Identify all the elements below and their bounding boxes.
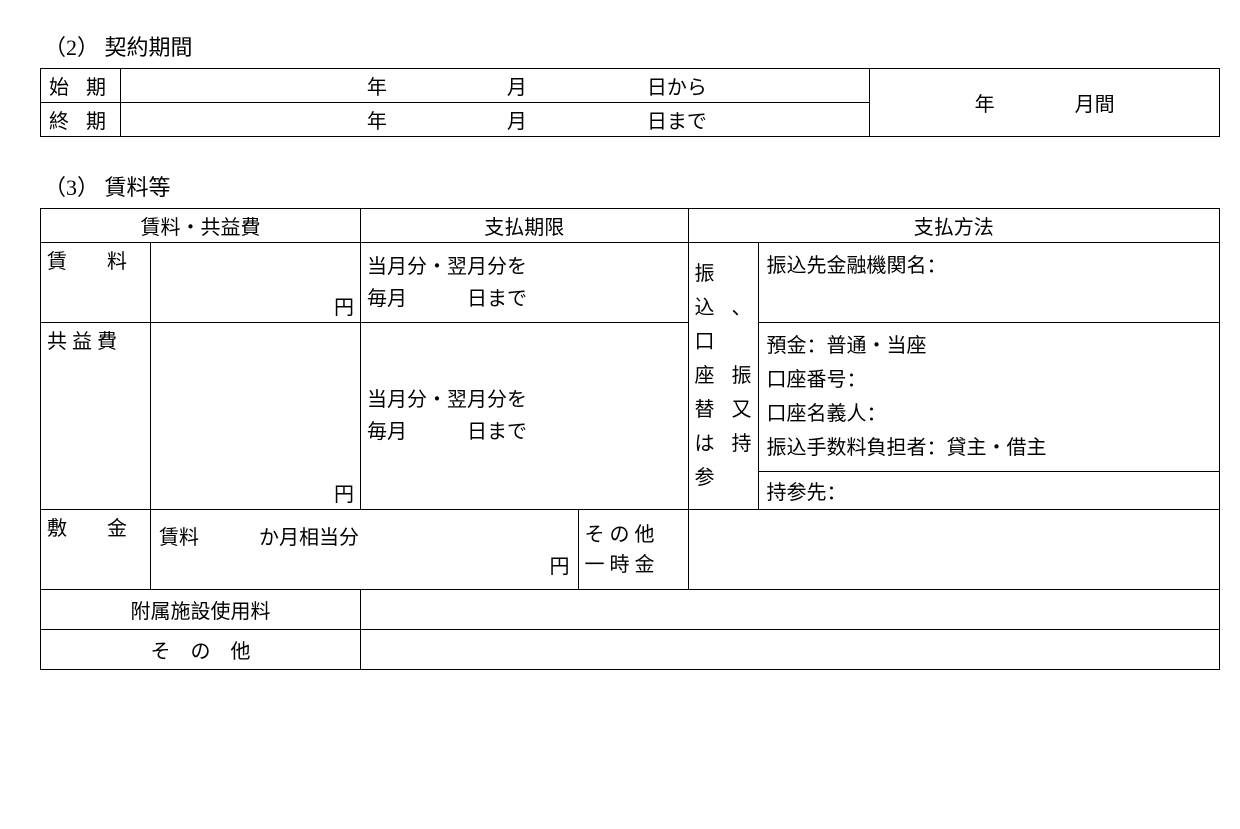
cam-due: 当月分・翌月分を 毎月 日まで xyxy=(361,323,689,510)
deposit-label: 敷 金 xyxy=(41,510,151,590)
deposit-value-l2: 円 xyxy=(159,550,570,579)
other-label: そ の 他 xyxy=(41,630,361,670)
bring-to: 持参先： xyxy=(767,482,847,504)
head-due: 支払期限 xyxy=(361,209,689,243)
facility-fee-label: 附属施設使用料 xyxy=(41,590,361,630)
deposit-value-l1: 賃料 か月相当分 xyxy=(159,527,359,549)
cam-due-l1: 当月分・翌月分を xyxy=(367,389,527,411)
rent-due-l2: 毎月 日まで xyxy=(367,288,527,310)
end-date-line: 年 月 日まで xyxy=(120,103,869,137)
rent-table: 賃料・共益費 支払期限 支払方法 賃 料 円 当月分・翌月分を 毎月 日まで 振… xyxy=(40,208,1220,670)
other-onetime-l2: 一 時 金 xyxy=(585,554,655,576)
bank-name: 振込先金融機関名： xyxy=(767,255,947,277)
pay-method-label: 振込、口 座振 替又 は持 参 xyxy=(688,243,758,510)
other-onetime-value xyxy=(688,510,1219,590)
facility-fee-value xyxy=(361,590,1220,630)
bank-details-upper: 振込先金融機関名： xyxy=(758,243,1219,323)
start-label: 始 期 xyxy=(41,69,121,103)
rent-yen: 円 xyxy=(151,243,361,323)
head-pay: 支払方法 xyxy=(688,209,1219,243)
rent-label: 賃 料 xyxy=(41,243,151,323)
end-label: 終 期 xyxy=(41,103,121,137)
rent-due: 当月分・翌月分を 毎月 日まで xyxy=(361,243,689,323)
other-onetime-label: そ の 他 一 時 金 xyxy=(578,510,688,590)
start-date-line: 年 月 日から xyxy=(120,69,869,103)
rent-due-l1: 当月分・翌月分を xyxy=(367,256,527,278)
cam-label: 共 益 費 xyxy=(41,323,151,510)
duration-cell: 年 月間 xyxy=(870,69,1220,137)
other-onetime-l1: そ の 他 xyxy=(585,524,655,546)
bank-details-lower: 預金：普通・当座 口座番号： 口座名義人： 振込手数料負担者：貸主・借主 持参先… xyxy=(758,323,1219,510)
section3-title: （3） 賃料等 xyxy=(44,170,1210,202)
cam-yen: 円 xyxy=(151,323,361,510)
contract-period-table: 始 期 年 月 日から 年 月間 終 期 年 月 日まで xyxy=(40,68,1220,137)
fee-bearer: 振込手数料負担者：貸主・借主 xyxy=(767,437,1047,459)
account-holder: 口座名義人： xyxy=(767,403,887,425)
deposit-value: 賃料 か月相当分 円 xyxy=(151,510,579,590)
account-no: 口座番号： xyxy=(767,369,867,391)
head-rent: 賃料・共益費 xyxy=(41,209,361,243)
other-value xyxy=(361,630,1220,670)
deposit-type: 預金：普通・当座 xyxy=(767,335,927,357)
section2-title: （2） 契約期間 xyxy=(44,30,1210,62)
cam-due-l2: 毎月 日まで xyxy=(367,421,527,443)
